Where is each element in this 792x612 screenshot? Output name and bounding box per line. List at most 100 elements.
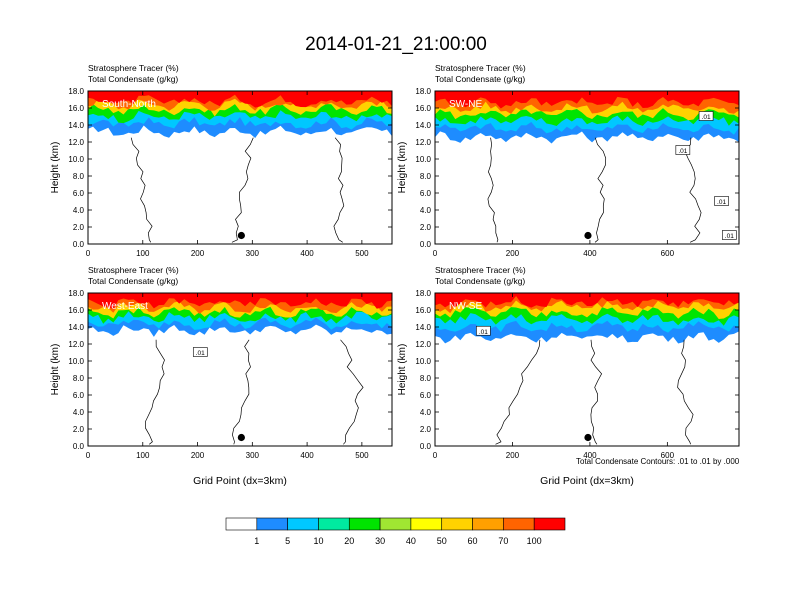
y-tick-label: 8.0 — [73, 374, 85, 383]
y-tick-label: 8.0 — [73, 172, 85, 181]
contour-line — [590, 339, 603, 445]
y-tick-label: 14.0 — [68, 121, 84, 130]
contour-line — [487, 137, 499, 243]
tracer-band-100 — [88, 91, 392, 108]
cross-section-label: SW-NE — [449, 99, 482, 110]
cross-section-label: West-East — [102, 301, 148, 312]
condensate-contours — [145, 339, 364, 445]
colorbar-label: 30 — [375, 536, 385, 546]
contour-label: .01 — [702, 114, 711, 121]
tracer-band-100 — [88, 293, 392, 310]
condensate-contours — [130, 137, 345, 243]
x-axis-label: Grid Point (dx=3km) — [540, 475, 634, 487]
y-tick-label: 10.0 — [415, 155, 431, 164]
colorbar-label: 70 — [498, 536, 508, 546]
panel-title-line1: Stratosphere Tracer (%) — [88, 265, 179, 275]
x-tick-label: 300 — [246, 249, 260, 258]
y-tick-label: 14.0 — [415, 121, 431, 130]
condensate-contours — [495, 339, 694, 445]
y-tick-label: 0.0 — [420, 442, 432, 451]
contour-line — [145, 339, 165, 445]
x-tick-label: 200 — [506, 451, 520, 460]
contour-line — [340, 339, 364, 445]
y-tick-label: 8.0 — [420, 172, 432, 181]
contour-line — [677, 339, 694, 445]
panel-title-line2: Total Condensate (g/kg) — [435, 276, 525, 286]
y-tick-label: 0.0 — [73, 442, 85, 451]
colorbar-swatch — [472, 517, 504, 531]
plot-area — [435, 293, 739, 445]
panel-bottom-left: .01 0 100 200 300 400 500 0.0 2.0 4.0 6.0 8.0 10.0 12… — [50, 265, 393, 487]
y-tick-label: 2.0 — [73, 425, 85, 434]
colorbar-swatch — [318, 517, 350, 531]
x-tick-label: 100 — [136, 249, 150, 258]
x-tick-label: 300 — [246, 451, 260, 460]
y-tick-label: 16.0 — [68, 306, 84, 315]
colorbar-swatch — [287, 517, 319, 531]
colorbar-swatch — [225, 517, 258, 531]
contour-label-box — [675, 145, 691, 155]
y-tick-label: 6.0 — [73, 391, 85, 400]
plot-frame — [434, 292, 740, 447]
x-tick-label: 0 — [433, 451, 438, 460]
y-tick-label: 12.0 — [68, 138, 84, 147]
x-tick-label: 400 — [300, 451, 314, 460]
y-axis-label: Height (km) — [397, 344, 408, 396]
location-marker — [237, 231, 245, 240]
plot-frame — [87, 292, 393, 447]
contour-label: .01 — [717, 199, 726, 206]
colorbar-label: 1 — [254, 536, 259, 546]
contour-line — [495, 339, 541, 445]
colorbar-label: 20 — [344, 536, 354, 546]
contour-label-box — [192, 347, 208, 357]
panel-title-line2: Total Condensate (g/kg) — [88, 276, 178, 286]
y-tick-label: 16.0 — [68, 104, 84, 113]
y-tick-label: 10.0 — [68, 357, 84, 366]
y-tick-label: 8.0 — [420, 374, 432, 383]
x-tick-label: 200 — [506, 249, 520, 258]
contour-label-box — [698, 111, 714, 121]
contour-label-box — [722, 230, 737, 240]
panel-top-left: 0 100 200 300 400 500 0.0 2.0 4.0 6.0 8.0 10.0 12.0 1… — [50, 63, 393, 258]
y-tick-label: 12.0 — [415, 340, 431, 349]
y-tick-label: 12.0 — [68, 340, 84, 349]
panels: 0 100 200 300 400 500 0.0 2.0 4.0 6.0 8.0 10.0 12.0 1… — [50, 63, 740, 487]
location-marker — [584, 433, 592, 442]
y-axis-label: Height (km) — [397, 142, 408, 194]
colorbar-swatch — [256, 517, 288, 531]
x-tick-label: 600 — [661, 451, 675, 460]
plot-frame — [434, 90, 740, 245]
colorbar-label: 10 — [313, 536, 323, 546]
y-tick-label: 10.0 — [68, 155, 84, 164]
colorbar-label: 100 — [527, 536, 542, 546]
contour-line — [231, 137, 254, 243]
y-tick-label: 14.0 — [415, 323, 431, 332]
x-tick-label: 400 — [583, 451, 597, 460]
cross-section-label: NW-SE — [449, 301, 482, 312]
y-tick-label: 2.0 — [73, 223, 85, 232]
panel-title-line1: Stratosphere Tracer (%) — [435, 265, 526, 275]
y-tick-label: 18.0 — [68, 289, 84, 298]
y-axis-label: Height (km) — [50, 344, 61, 396]
plot-frame — [87, 90, 393, 245]
y-tick-label: 18.0 — [68, 87, 84, 96]
x-tick-label: 0 — [86, 249, 91, 258]
colorbar-label: 5 — [285, 536, 290, 546]
contour-label-box — [476, 325, 491, 336]
x-tick-label: 200 — [191, 249, 205, 258]
location-marker — [237, 433, 245, 442]
x-tick-label: 400 — [300, 249, 314, 258]
colorbar-swatch — [348, 517, 381, 531]
colorbar-label: 50 — [437, 536, 447, 546]
colorbar-label: 40 — [406, 536, 416, 546]
panel-title-line1: Stratosphere Tracer (%) — [88, 63, 179, 73]
contour-label: .01 — [725, 233, 734, 240]
plot-area — [88, 91, 392, 243]
figure-title: 2014-01-21_21:00:00 — [305, 34, 487, 55]
y-tick-label: 0.0 — [73, 240, 85, 249]
contour-line — [130, 137, 153, 243]
contour-label: .01 — [479, 329, 488, 336]
y-tick-label: 4.0 — [73, 408, 85, 417]
tracer-band-100 — [435, 293, 739, 308]
